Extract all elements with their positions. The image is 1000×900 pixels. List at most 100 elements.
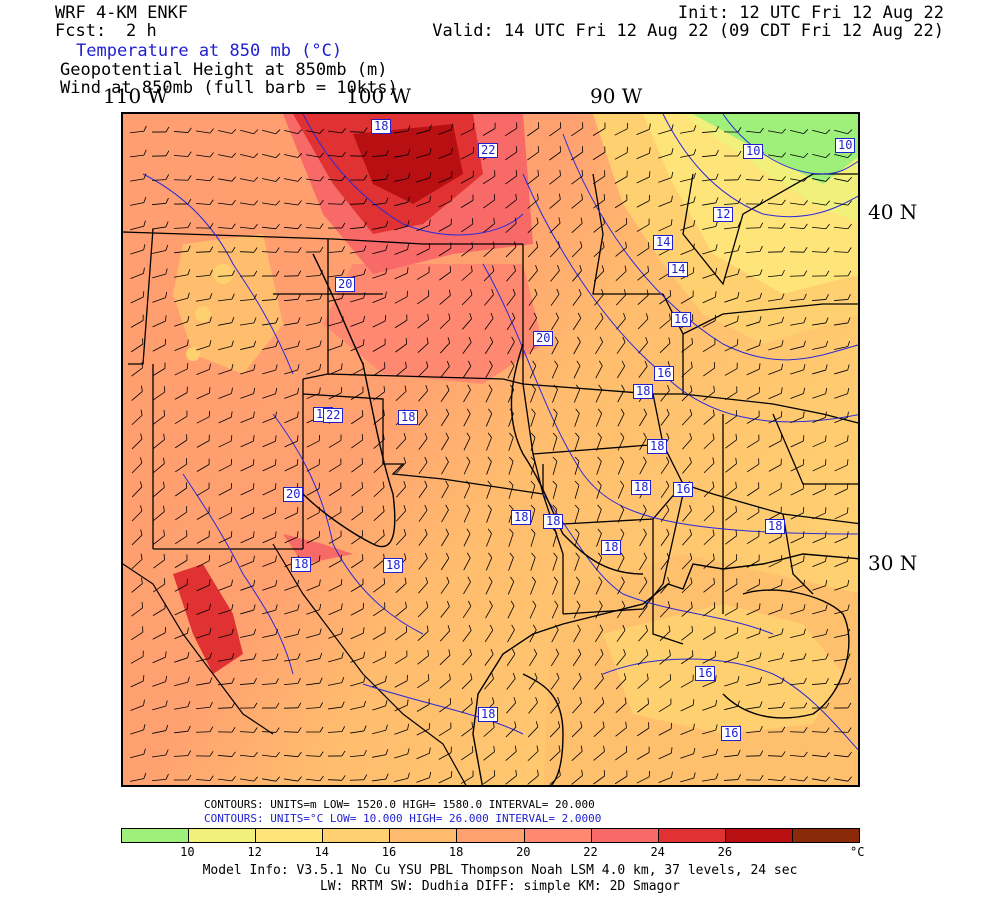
wind-barb xyxy=(130,699,145,711)
wind-barb xyxy=(239,678,257,685)
wind-barb xyxy=(658,148,674,159)
wind-barb xyxy=(767,726,786,733)
wind-barb xyxy=(129,125,147,134)
wind-barb xyxy=(174,652,190,663)
wind-barb xyxy=(395,577,407,594)
wind-barb xyxy=(550,264,560,282)
wind-barb xyxy=(680,723,695,735)
forecast-label: Fcst: xyxy=(55,21,107,41)
colorbar-tick-label: 22 xyxy=(583,845,598,859)
wind-barb xyxy=(549,745,561,762)
field-height-title: Geopotential Height at 850mb (m) xyxy=(60,60,388,80)
wind-barb xyxy=(173,725,191,734)
wind-barb xyxy=(262,507,277,520)
wind-barb xyxy=(306,677,323,686)
wind-barb xyxy=(571,169,584,185)
colorbar-segment xyxy=(725,829,793,842)
colorbar-segment xyxy=(189,829,257,842)
wind-barb xyxy=(637,313,649,330)
wind-barb xyxy=(284,387,300,399)
colorbar-tick-label: 26 xyxy=(717,845,733,859)
wind-barb xyxy=(508,528,514,547)
wind-barb xyxy=(812,483,827,496)
wind-barb xyxy=(484,289,494,306)
wind-barb xyxy=(261,270,280,277)
wind-barb xyxy=(218,176,237,182)
wind-barb xyxy=(196,506,210,520)
wind-barb xyxy=(724,315,739,328)
wind-barb xyxy=(439,625,451,642)
wind-barb xyxy=(305,726,324,733)
wind-barb xyxy=(262,317,279,326)
weather-map: 1010121414161618202022181818181818161818… xyxy=(121,112,860,787)
wind-barb xyxy=(768,652,785,662)
wind-barb xyxy=(660,504,670,523)
wind-barb xyxy=(505,241,517,258)
wind-barb xyxy=(507,576,515,595)
wind-barb xyxy=(173,151,192,157)
wind-barb xyxy=(615,289,627,306)
wind-barb xyxy=(439,698,452,713)
temp-zone-26 xyxy=(353,124,463,204)
wind-barb xyxy=(485,552,493,571)
wind-barb xyxy=(703,457,715,474)
wind-barb xyxy=(550,672,560,690)
wind-barb xyxy=(658,195,673,207)
wind-barb xyxy=(463,408,471,427)
wind-barb xyxy=(441,504,449,523)
wind-barb xyxy=(724,245,741,254)
wind-barb xyxy=(572,312,582,331)
contour-label: 10 xyxy=(743,144,764,159)
contour-label: 16 xyxy=(721,726,742,741)
wind-barb xyxy=(328,128,346,134)
wind-barb xyxy=(327,151,346,158)
wind-barb xyxy=(660,408,670,426)
wind-barb xyxy=(372,291,387,304)
wind-barb xyxy=(350,602,364,616)
wind-barb xyxy=(196,554,211,568)
wind-barb xyxy=(812,317,829,326)
wind-barb xyxy=(746,269,763,278)
wind-barb xyxy=(530,408,536,427)
wind-barb xyxy=(552,552,558,571)
wind-barb xyxy=(460,746,474,761)
wind-barb xyxy=(505,217,517,233)
wind-barb xyxy=(131,529,143,546)
wind-barb xyxy=(702,314,716,328)
wind-barb xyxy=(702,244,718,255)
wind-barb xyxy=(394,314,408,329)
wind-barb xyxy=(240,531,255,544)
wind-barb xyxy=(834,129,853,135)
wind-barb xyxy=(527,217,539,234)
wind-barb xyxy=(262,153,281,159)
wind-barb xyxy=(284,364,300,375)
wind-barb xyxy=(660,480,670,499)
wind-barb xyxy=(349,749,367,758)
wind-barb xyxy=(418,480,428,498)
wind-barb xyxy=(174,363,189,376)
wind-barb xyxy=(790,317,807,326)
wind-barb xyxy=(570,122,584,137)
wind-barb xyxy=(284,176,303,182)
wind-barb xyxy=(595,600,603,619)
wind-barb xyxy=(261,294,279,301)
wind-barb xyxy=(196,677,213,686)
wind-barb xyxy=(483,745,495,761)
rio-grande xyxy=(272,543,467,785)
wind-barb xyxy=(174,386,188,400)
wind-barb xyxy=(636,722,650,737)
wind-barb xyxy=(196,128,214,134)
wind-barb xyxy=(239,270,258,277)
wind-barb xyxy=(463,552,471,571)
wind-barb xyxy=(746,386,760,400)
wind-barb xyxy=(681,553,693,570)
wind-barb xyxy=(659,290,672,305)
wind-barb xyxy=(617,408,625,427)
wind-barb xyxy=(638,337,648,354)
wind-barb xyxy=(173,750,192,757)
lat-label-30n: 30 N xyxy=(868,551,918,575)
wind-barb xyxy=(131,409,143,426)
wind-barb xyxy=(152,675,168,687)
wind-barb xyxy=(284,200,302,206)
wind-barb xyxy=(438,746,452,760)
